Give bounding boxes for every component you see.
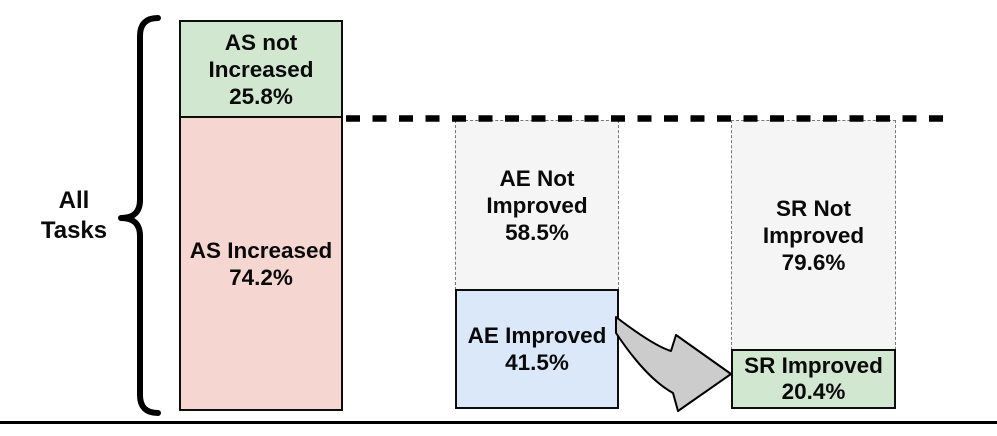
segment-sr-improved: SR Improved 20.4%	[731, 349, 896, 409]
segment-label: AE Improved	[467, 323, 607, 348]
segment-as-increased: AS Increased 74.2%	[179, 116, 343, 411]
segment-pct: 25.8%	[229, 83, 293, 109]
all-tasks-brace	[118, 15, 161, 416]
segment-ae-not-improved: AE Not Improved 58.5%	[455, 120, 619, 290]
bottom-rule	[0, 421, 997, 424]
segment-ae-improved: AE Improved 41.5%	[455, 289, 619, 409]
flow-arrow-icon	[615, 316, 732, 412]
segment-label: AS Increased	[189, 237, 333, 263]
group-label-line2: Tasks	[40, 217, 108, 244]
group-label-line1: All	[58, 187, 90, 214]
segment-pct: 20.4%	[781, 379, 846, 404]
reference-dashed-line	[346, 115, 953, 122]
segment-label: AS not Increased	[208, 29, 314, 82]
group-label-all-tasks: All Tasks	[22, 186, 126, 246]
bar-as: AS not Increased 25.8% AS Increased 74.2…	[179, 20, 343, 411]
segment-label: SR Not Improved	[762, 195, 865, 248]
bar-sr: SR Not Improved 79.6% SR Improved 20.4%	[731, 120, 896, 409]
segment-sr-not-improved: SR Not Improved 79.6%	[731, 120, 896, 350]
segment-pct: 74.2%	[229, 264, 293, 290]
segment-label: AE Not Improved	[486, 165, 588, 218]
bar-ae: AE Not Improved 58.5% AE Improved 41.5%	[455, 120, 619, 409]
segment-label: SR Improved	[744, 353, 883, 378]
segment-pct: 79.6%	[781, 249, 846, 275]
segment-as-not-increased: AS not Increased 25.8%	[179, 20, 343, 118]
segment-pct: 58.5%	[505, 219, 569, 245]
segment-pct: 41.5%	[505, 350, 569, 375]
